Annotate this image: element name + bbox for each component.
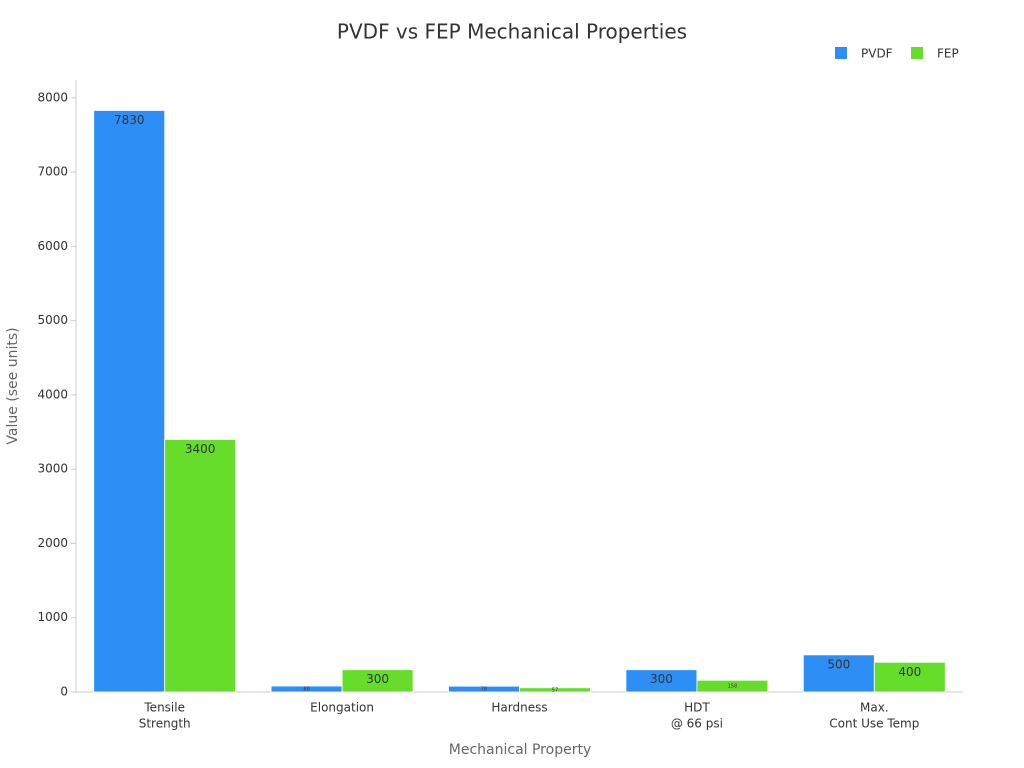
y-tick-label: 2000: [37, 536, 68, 550]
x-tick-label: Hardness: [491, 701, 547, 715]
bar: [873, 661, 946, 693]
y-tick-label: 8000: [37, 90, 68, 104]
data-label: 300: [366, 672, 389, 686]
y-tick-label: 7000: [37, 165, 68, 179]
y-tick-label: 3000: [37, 462, 68, 476]
chart-title: PVDF vs FEP Mechanical Properties: [337, 20, 687, 44]
x-tick-label: Tensile: [143, 701, 185, 715]
y-tick-label: 0: [60, 685, 68, 699]
y-tick-label: 4000: [37, 387, 68, 401]
y-tick-label: 6000: [37, 239, 68, 253]
x-axis-label: Mechanical Property: [449, 742, 591, 758]
data-label: 57: [552, 687, 558, 693]
bar: [93, 110, 166, 693]
x-tick-label: Cont Use Temp: [829, 717, 919, 731]
x-tick-label: @ 66 psi: [671, 717, 723, 731]
legend-label: FEP: [937, 47, 959, 61]
legend-label: PVDF: [861, 47, 893, 61]
y-tick-label: 1000: [37, 610, 68, 624]
legend-swatch: [911, 47, 923, 59]
bar: [696, 679, 769, 693]
bar: [164, 439, 237, 693]
data-label: 7830: [114, 113, 145, 127]
bar: [341, 669, 414, 693]
data-label: 500: [827, 657, 850, 671]
x-tick-label: Max.: [860, 701, 889, 715]
bar: [802, 654, 875, 693]
data-label: 400: [898, 665, 921, 679]
y-axis-label: Value (see units): [5, 327, 21, 444]
data-label: 80: [303, 687, 309, 693]
y-tick-label: 5000: [37, 313, 68, 327]
x-tick-label: Strength: [139, 717, 191, 731]
legend-swatch: [835, 47, 847, 59]
bar: [519, 687, 591, 693]
data-label: 300: [650, 672, 673, 686]
x-tick-label: HDT: [684, 701, 710, 715]
data-label: 3400: [185, 442, 216, 456]
data-label: 158: [728, 684, 738, 690]
x-tick-label: Elongation: [310, 701, 374, 715]
data-label: 78: [481, 687, 487, 693]
